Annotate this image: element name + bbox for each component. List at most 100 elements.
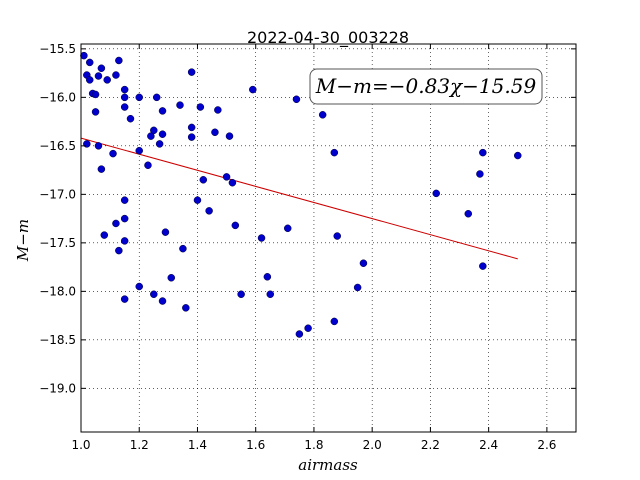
data-point	[158, 107, 167, 115]
data-point	[292, 95, 301, 104]
data-point	[214, 106, 222, 114]
data-point	[135, 93, 143, 102]
y-axis-label: M−m	[14, 219, 32, 262]
y-tick-label: −16.5	[39, 139, 76, 153]
data-point	[120, 237, 129, 245]
x-tick-label: 2.4	[479, 438, 498, 452]
data-point	[476, 170, 484, 178]
x-tick-label: 2.0	[363, 438, 382, 452]
data-point	[115, 56, 123, 65]
data-point	[249, 85, 257, 94]
data-point	[196, 103, 205, 111]
x-tick-label: 1.4	[188, 438, 207, 452]
data-point	[228, 178, 237, 187]
data-point	[295, 330, 304, 338]
data-point	[115, 246, 123, 255]
data-point	[161, 228, 170, 236]
data-point	[304, 324, 312, 332]
data-point	[126, 114, 135, 123]
data-point	[237, 290, 245, 299]
y-tick-label: −17.0	[39, 187, 76, 201]
data-point	[167, 274, 176, 282]
data-point	[91, 108, 100, 116]
data-point	[479, 148, 487, 157]
data-point	[231, 221, 240, 230]
data-point	[85, 76, 94, 84]
data-point	[333, 232, 341, 240]
data-point	[193, 196, 202, 204]
x-tick-label: 1.2	[130, 438, 149, 452]
data-point	[353, 283, 362, 292]
y-tick-label: −16.0	[39, 90, 76, 104]
data-point	[120, 93, 129, 102]
data-point	[330, 148, 339, 157]
axes-frame	[80, 43, 577, 433]
data-point	[135, 282, 143, 291]
data-point	[432, 189, 440, 198]
x-tick-label: 2.2	[421, 438, 440, 452]
data-point	[318, 111, 327, 119]
data-point	[225, 132, 234, 140]
data-point	[91, 90, 100, 99]
data-point	[97, 64, 106, 72]
x-tick-label: 1.0	[71, 438, 90, 452]
x-tick-label: 1.8	[304, 438, 323, 452]
data-point	[83, 140, 91, 148]
data-point	[464, 210, 473, 218]
y-tick-label: −19.0	[39, 381, 76, 395]
x-axis-label: airmass	[298, 456, 358, 474]
chart-title: 2022-04-30_003228	[247, 28, 409, 48]
data-point	[187, 133, 196, 141]
data-point	[152, 93, 161, 102]
data-point	[150, 126, 158, 135]
data-point	[155, 140, 164, 148]
data-point	[205, 207, 213, 215]
data-point	[263, 273, 272, 281]
y-tick-label: −18.5	[39, 333, 76, 347]
x-tick-label: 2.6	[537, 438, 556, 452]
data-point	[120, 295, 129, 303]
data-point	[112, 71, 120, 79]
data-point	[120, 85, 129, 94]
data-point	[199, 176, 208, 184]
data-point	[94, 72, 103, 80]
data-point	[103, 76, 111, 84]
data-point	[187, 68, 196, 76]
data-point	[283, 224, 292, 233]
y-tick-label: −18.0	[39, 284, 76, 298]
data-point	[514, 151, 522, 160]
data-point	[120, 103, 129, 111]
data-point	[359, 259, 368, 267]
data-point	[80, 51, 88, 60]
data-point	[211, 128, 219, 137]
plot-area: 1.0 1.2 1.4 1.6 1.8 2.0 2.2 2.4 2.6 −15.5 −16.0 −16…	[39, 42, 577, 452]
x-tick-label: 1.6	[246, 438, 265, 452]
data-point	[330, 317, 339, 326]
data-point	[158, 130, 167, 138]
data-point	[182, 304, 190, 312]
data-point	[85, 58, 94, 67]
fit-line	[80, 137, 518, 260]
data-point	[135, 146, 143, 155]
data-point	[97, 165, 106, 173]
y-tick-label: −17.5	[39, 236, 76, 250]
data-point	[187, 123, 196, 132]
data-point	[144, 161, 152, 169]
data-point	[120, 214, 129, 223]
data-point	[257, 234, 266, 242]
data-point	[109, 149, 117, 158]
data-point	[266, 290, 275, 299]
data-point	[94, 142, 103, 150]
data-point	[100, 231, 109, 239]
data-point	[222, 173, 231, 181]
fit-annotation: M−m=−0.83χ−15.59	[315, 74, 537, 98]
data-point	[176, 101, 184, 109]
data-point	[179, 244, 187, 253]
data-point	[479, 262, 487, 270]
y-tick-label: −15.5	[39, 42, 76, 56]
data-point	[158, 297, 167, 305]
data-point	[112, 219, 120, 228]
data-point	[150, 290, 158, 299]
fit-annotation-box	[309, 68, 543, 105]
